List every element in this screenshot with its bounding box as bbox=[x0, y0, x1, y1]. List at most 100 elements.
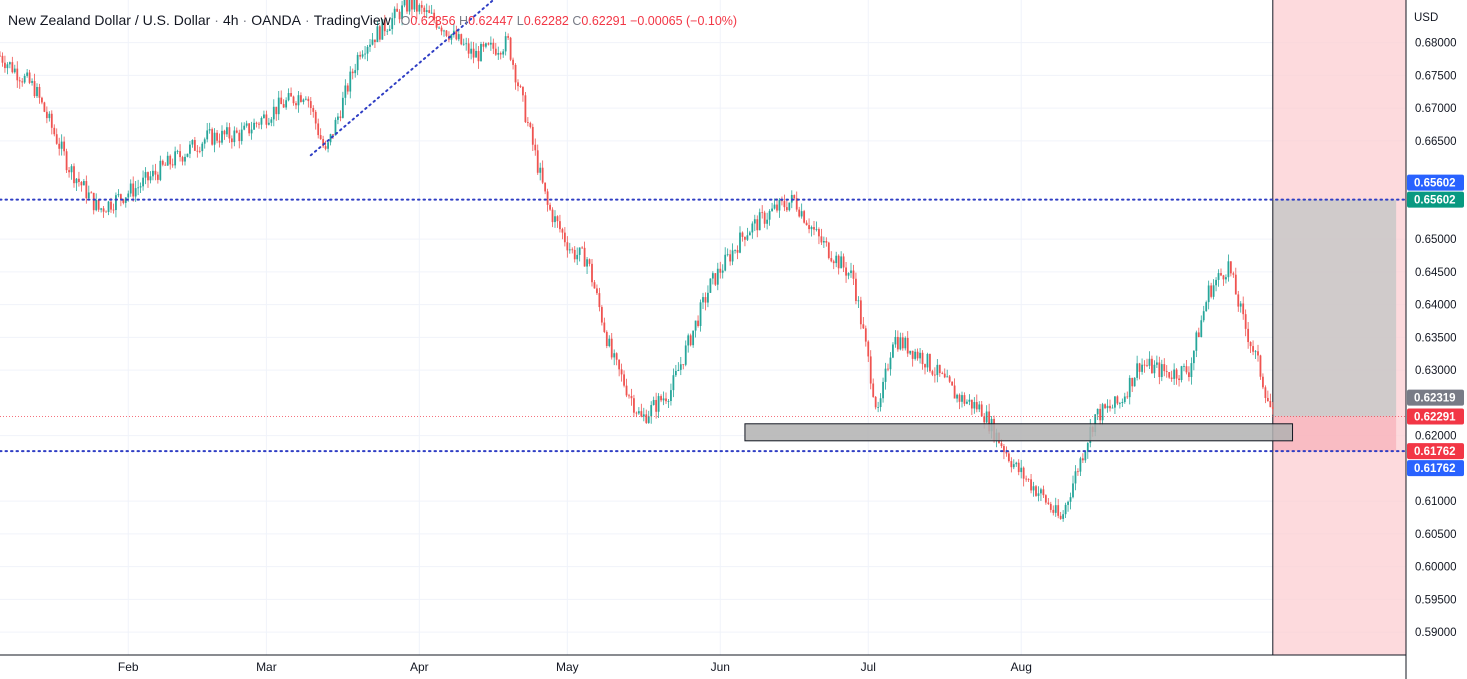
candle-body bbox=[78, 178, 80, 183]
candle-body bbox=[221, 130, 223, 143]
candle-body bbox=[499, 53, 502, 55]
candle-body bbox=[1227, 261, 1230, 278]
candle-body bbox=[156, 174, 159, 180]
candle-body bbox=[724, 254, 727, 271]
candle-body bbox=[615, 353, 618, 360]
candle-body bbox=[1232, 273, 1235, 275]
candle-body bbox=[381, 19, 384, 40]
candle-body bbox=[435, 20, 438, 28]
candle-body bbox=[744, 236, 746, 240]
candle-body bbox=[879, 398, 882, 408]
candle-body bbox=[519, 86, 522, 87]
candle-body bbox=[450, 34, 453, 40]
candle-body bbox=[184, 156, 186, 162]
candle-body bbox=[800, 211, 803, 217]
candle-body bbox=[1040, 489, 1042, 494]
candle-body bbox=[628, 395, 630, 397]
timeframe-label[interactable]: 4h bbox=[222, 12, 239, 28]
candle-body bbox=[292, 96, 295, 104]
candle-body bbox=[864, 328, 867, 342]
candle-body bbox=[1035, 486, 1037, 496]
candle-body bbox=[60, 141, 63, 149]
candle-body bbox=[253, 122, 255, 130]
candle-body bbox=[692, 330, 695, 346]
candle-body bbox=[911, 350, 914, 359]
symbol-title: New Zealand Dollar / U.S. Dollar bbox=[8, 12, 211, 28]
open-value: 0.62356 bbox=[410, 14, 456, 28]
candle-body bbox=[1222, 275, 1225, 280]
candle-body bbox=[561, 229, 564, 233]
candle-body bbox=[514, 64, 517, 83]
y-tick-label: 0.64500 bbox=[1415, 267, 1457, 279]
candle-body bbox=[788, 202, 791, 211]
candle-body bbox=[1079, 458, 1082, 472]
x-tick-label: Jul bbox=[861, 660, 876, 674]
candle-body bbox=[941, 373, 944, 374]
candle-body bbox=[1067, 501, 1069, 505]
candle-body bbox=[1114, 396, 1116, 408]
candle-body bbox=[1072, 483, 1074, 498]
legend-separator: · bbox=[214, 12, 219, 28]
candle-body bbox=[502, 51, 505, 55]
candle-body bbox=[889, 357, 892, 370]
candle-body bbox=[216, 132, 218, 141]
candle-body bbox=[226, 127, 228, 135]
candle-body bbox=[620, 369, 623, 375]
candle-body bbox=[1020, 467, 1023, 473]
candle-body bbox=[1160, 364, 1163, 378]
candle-body bbox=[487, 43, 490, 45]
candle-body bbox=[430, 12, 433, 14]
candle-body bbox=[894, 336, 897, 345]
candle-body bbox=[771, 208, 773, 212]
take-profit-zone bbox=[1272, 416, 1397, 452]
candle-body bbox=[132, 183, 135, 197]
candle-body bbox=[327, 142, 329, 149]
close-label: C bbox=[572, 14, 582, 28]
candle-body bbox=[684, 345, 687, 365]
candle-body bbox=[578, 247, 581, 255]
candle-body bbox=[1005, 452, 1008, 454]
support-box bbox=[744, 423, 1294, 442]
candle-body bbox=[1116, 396, 1119, 404]
currency-label: USD bbox=[1414, 12, 1438, 24]
candle-body bbox=[822, 241, 825, 243]
candle-body bbox=[425, 10, 428, 12]
candle-body bbox=[931, 371, 934, 375]
candle-body bbox=[593, 282, 596, 289]
candle-body bbox=[393, 8, 396, 19]
candle-body bbox=[758, 212, 761, 231]
candle-body bbox=[1183, 366, 1185, 368]
candle-body bbox=[472, 48, 475, 58]
candle-body bbox=[1010, 461, 1013, 468]
candle-body bbox=[366, 46, 369, 54]
candle-body bbox=[420, 5, 423, 8]
candle-body bbox=[1128, 377, 1131, 398]
candle-body bbox=[539, 167, 542, 173]
candle-body bbox=[438, 27, 440, 29]
candle-body bbox=[919, 352, 921, 359]
candle-body bbox=[603, 322, 606, 332]
candle-body bbox=[1062, 514, 1065, 519]
candle-body bbox=[270, 119, 273, 123]
candle-body bbox=[119, 194, 122, 200]
candle-body bbox=[963, 395, 966, 404]
candle-body bbox=[697, 320, 699, 326]
candle-body bbox=[467, 43, 470, 54]
candle-body bbox=[610, 338, 613, 358]
candle-body bbox=[218, 140, 221, 143]
candle-body bbox=[1131, 377, 1134, 387]
candle-body bbox=[457, 34, 460, 40]
candle-body bbox=[1163, 364, 1166, 372]
candle-body bbox=[830, 258, 833, 262]
candle-body bbox=[16, 68, 19, 81]
candle-body bbox=[139, 186, 142, 188]
candle-body bbox=[1007, 453, 1010, 462]
candle-body bbox=[245, 123, 248, 126]
candle-body bbox=[618, 359, 621, 370]
candle-body bbox=[689, 335, 692, 346]
candle-body bbox=[625, 385, 628, 396]
candle-body bbox=[1044, 495, 1047, 503]
candle-body bbox=[877, 407, 880, 408]
candle-body bbox=[707, 292, 709, 303]
